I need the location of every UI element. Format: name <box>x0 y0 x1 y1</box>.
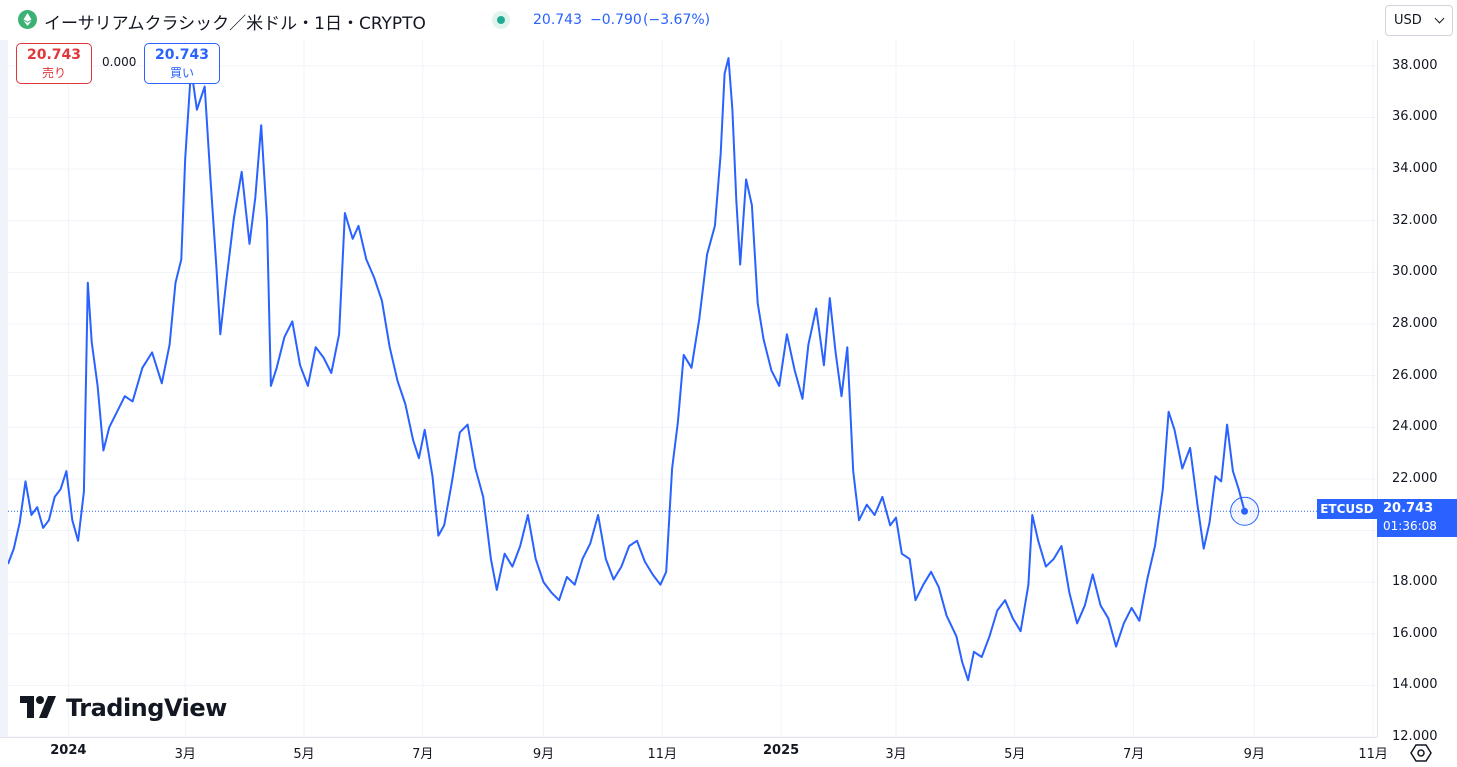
y-tick-label: 22.000 <box>1392 470 1438 486</box>
time-scale[interactable] <box>0 737 1377 767</box>
x-tick-label: 11月 <box>647 747 678 762</box>
x-tick-label: 2025 <box>763 743 800 758</box>
y-tick-label: 32.000 <box>1392 212 1438 228</box>
x-tick-label: 3月 <box>174 747 196 762</box>
last-price-tag: 20.743 01:36:08 <box>1377 499 1457 537</box>
last-price: 20.743 <box>533 12 582 28</box>
price-change-percent: (−3.67%) <box>643 12 711 28</box>
currency-label: USD <box>1394 13 1422 28</box>
symbol-title[interactable]: イーサリアムクラシック／米ドル・1日・CRYPTO <box>44 14 426 34</box>
tradingview-logo-icon <box>20 696 56 718</box>
spread-value: 0.000 <box>102 55 137 69</box>
price-change: −0.790 <box>590 12 642 28</box>
y-tick-label: 34.000 <box>1392 161 1438 177</box>
y-tick-label: 38.000 <box>1392 57 1438 73</box>
price-chart[interactable] <box>8 40 1377 737</box>
bar-countdown-timer: 01:36:08 <box>1383 519 1437 533</box>
x-tick-label: 2024 <box>50 743 87 758</box>
x-tick-label: 5月 <box>1004 747 1026 762</box>
tradingview-logo-text: TradingView <box>66 694 227 722</box>
y-tick-label: 16.000 <box>1392 625 1438 641</box>
last-price-tag-value: 20.743 <box>1383 501 1434 516</box>
left-edge <box>0 40 8 737</box>
chart-plot-area[interactable] <box>8 40 1377 737</box>
sell-price: 20.743 <box>26 47 82 63</box>
y-tick-label: 12.000 <box>1392 729 1438 744</box>
chart-header: イーサリアムクラシック／米ドル・1日・CRYPTO 20.743 −0.790 … <box>0 0 1377 40</box>
y-tick-label: 26.000 <box>1392 367 1438 383</box>
y-tick-label: 24.000 <box>1392 419 1438 435</box>
x-tick-label: 7月 <box>412 747 434 762</box>
x-tick-label: 9月 <box>1243 747 1265 762</box>
y-tick-label: 28.000 <box>1392 315 1438 331</box>
x-tick-label: 3月 <box>885 747 907 762</box>
buy-price: 20.743 <box>154 47 210 63</box>
x-tick-label: 11月 <box>1358 747 1388 762</box>
y-tick-label: 36.000 <box>1392 109 1438 125</box>
buy-label: 買い <box>169 66 194 80</box>
chevron-down-icon <box>1434 13 1445 24</box>
market-status-icon[interactable] <box>492 11 510 29</box>
y-tick-label: 18.000 <box>1392 574 1438 590</box>
x-tick-label: 9月 <box>532 747 555 762</box>
sell-button[interactable]: 20.743 売り <box>16 43 92 84</box>
ethereum-classic-icon[interactable] <box>18 10 37 29</box>
buy-button[interactable]: 20.743 買い <box>144 43 220 84</box>
gear-icon[interactable] <box>1410 742 1432 764</box>
y-tick-label: 30.000 <box>1392 264 1438 280</box>
price-series-line[interactable] <box>8 57 1246 682</box>
price-scale[interactable] <box>1377 40 1457 737</box>
last-point-marker <box>1241 507 1249 515</box>
x-tick-label: 5月 <box>293 747 315 762</box>
symbol-price-tag: ETCUSD <box>1317 499 1377 519</box>
y-tick-label: 14.000 <box>1392 677 1438 693</box>
currency-select[interactable]: USD <box>1385 5 1453 36</box>
x-tick-label: 7月 <box>1122 747 1145 762</box>
sell-label: 売り <box>41 66 66 80</box>
